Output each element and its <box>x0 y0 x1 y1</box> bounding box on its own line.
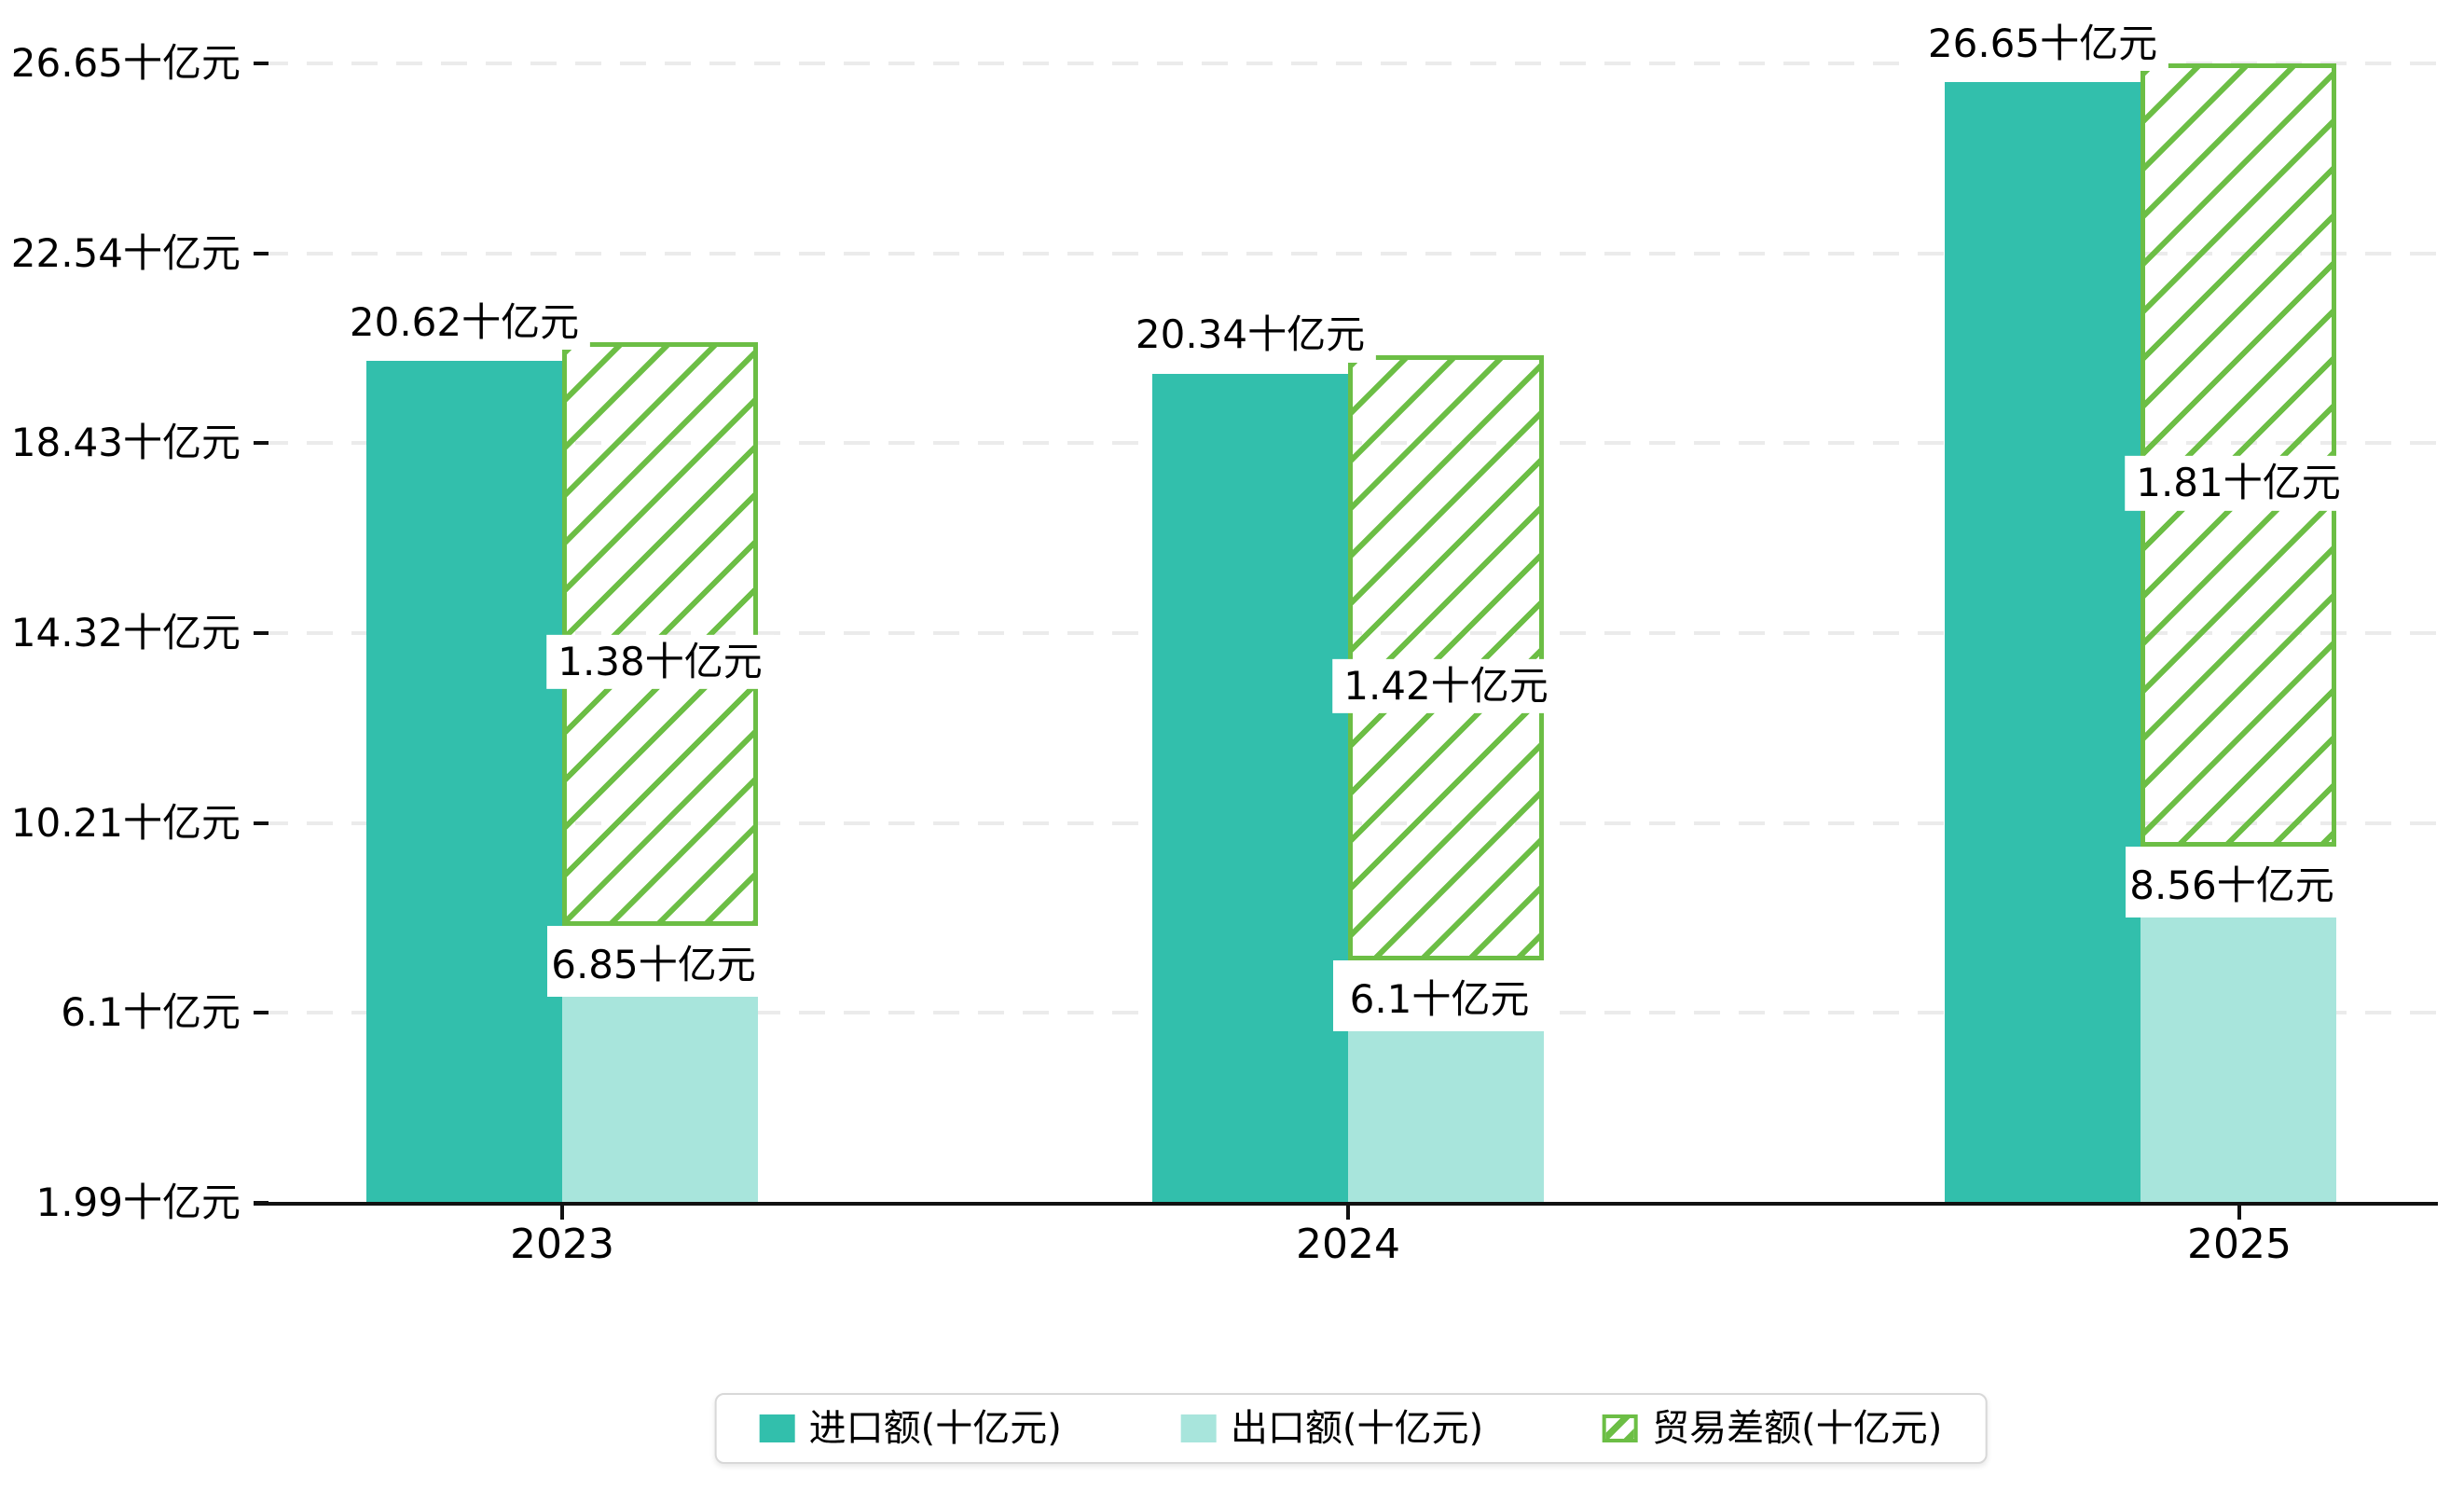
y-axis-tick-label: 6.1十亿元 <box>61 989 241 1036</box>
x-axis-tick-label: 2023 <box>510 1221 614 1268</box>
x-axis-tick-mark <box>1346 1206 1350 1220</box>
y-axis-tick-label: 14.32十亿元 <box>10 610 241 656</box>
gridline <box>262 251 2438 255</box>
import-bar-2023 <box>366 360 562 1202</box>
import-bar-2024 <box>1152 373 1348 1202</box>
y-axis-tick-label: 18.43十亿元 <box>10 420 241 466</box>
export-value-label-2025: 8.56十亿元 <box>2126 847 2338 918</box>
import-value-label-2023: 20.62十亿元 <box>337 295 591 350</box>
import-bar-2025 <box>1945 82 2141 1202</box>
legend-item-import: 进口额(十亿元) <box>759 1407 1062 1450</box>
export-value-label-2023: 6.85十亿元 <box>547 926 760 998</box>
x-axis-tick-mark <box>560 1206 564 1220</box>
y-axis-tick-label: 1.99十亿元 <box>35 1180 241 1225</box>
trade-balance-bar-2025 <box>2141 63 2336 848</box>
legend: 进口额(十亿元) 出口额(十亿元) 贸易差额(十亿元) <box>714 1393 1988 1464</box>
x-axis-line <box>254 1202 2438 1206</box>
y-axis-tick-label: 10.21十亿元 <box>10 799 241 846</box>
export-bar-2023 <box>562 997 758 1202</box>
legend-item-export: 出口额(十亿元) <box>1180 1407 1484 1450</box>
export-value-label-2024: 6.1十亿元 <box>1333 960 1546 1032</box>
trade-balance-value-label-2023: 1.38十亿元 <box>546 634 774 690</box>
trade-balance-bar-2023 <box>562 341 758 927</box>
x-axis-tick-label: 2024 <box>1296 1221 1400 1268</box>
x-axis-tick-label: 2025 <box>2187 1221 2292 1268</box>
import-value-label-2024: 20.34十亿元 <box>1123 308 1377 363</box>
y-axis-tick-label: 22.54十亿元 <box>10 229 241 276</box>
y-axis-tick-mark <box>254 631 268 636</box>
import-value-label-2025: 26.65十亿元 <box>1916 16 2169 72</box>
trade-balance-bar-2024 <box>1348 354 1544 961</box>
y-axis-tick-mark <box>254 251 268 255</box>
y-axis-tick-mark <box>254 1011 268 1015</box>
export-swatch-icon <box>1180 1414 1217 1442</box>
import-swatch-icon <box>759 1414 795 1442</box>
legend-label-import: 进口额(十亿元) <box>808 1407 1062 1450</box>
legend-label-export: 出口额(十亿元) <box>1230 1407 1484 1450</box>
y-axis-tick-label: 26.65十亿元 <box>10 40 241 87</box>
x-axis-tick-mark <box>2237 1206 2241 1220</box>
trade-balance-swatch-icon <box>1603 1414 1639 1442</box>
y-axis-tick-mark <box>254 62 268 66</box>
y-axis-tick-mark <box>254 1201 268 1205</box>
export-bar-2025 <box>2141 917 2336 1202</box>
trade-balance-value-label-2024: 1.42十亿元 <box>1332 658 1560 713</box>
y-axis-tick-mark <box>254 441 268 446</box>
export-bar-2024 <box>1348 1031 1544 1202</box>
legend-item-trade-balance: 贸易差额(十亿元) <box>1603 1410 1942 1447</box>
legend-label-trade-balance: 贸易差额(十亿元) <box>1652 1407 1943 1450</box>
gridline <box>262 62 2438 66</box>
trade-balance-value-label-2025: 1.81十亿元 <box>2125 456 2352 511</box>
y-axis-tick-mark <box>254 821 268 825</box>
